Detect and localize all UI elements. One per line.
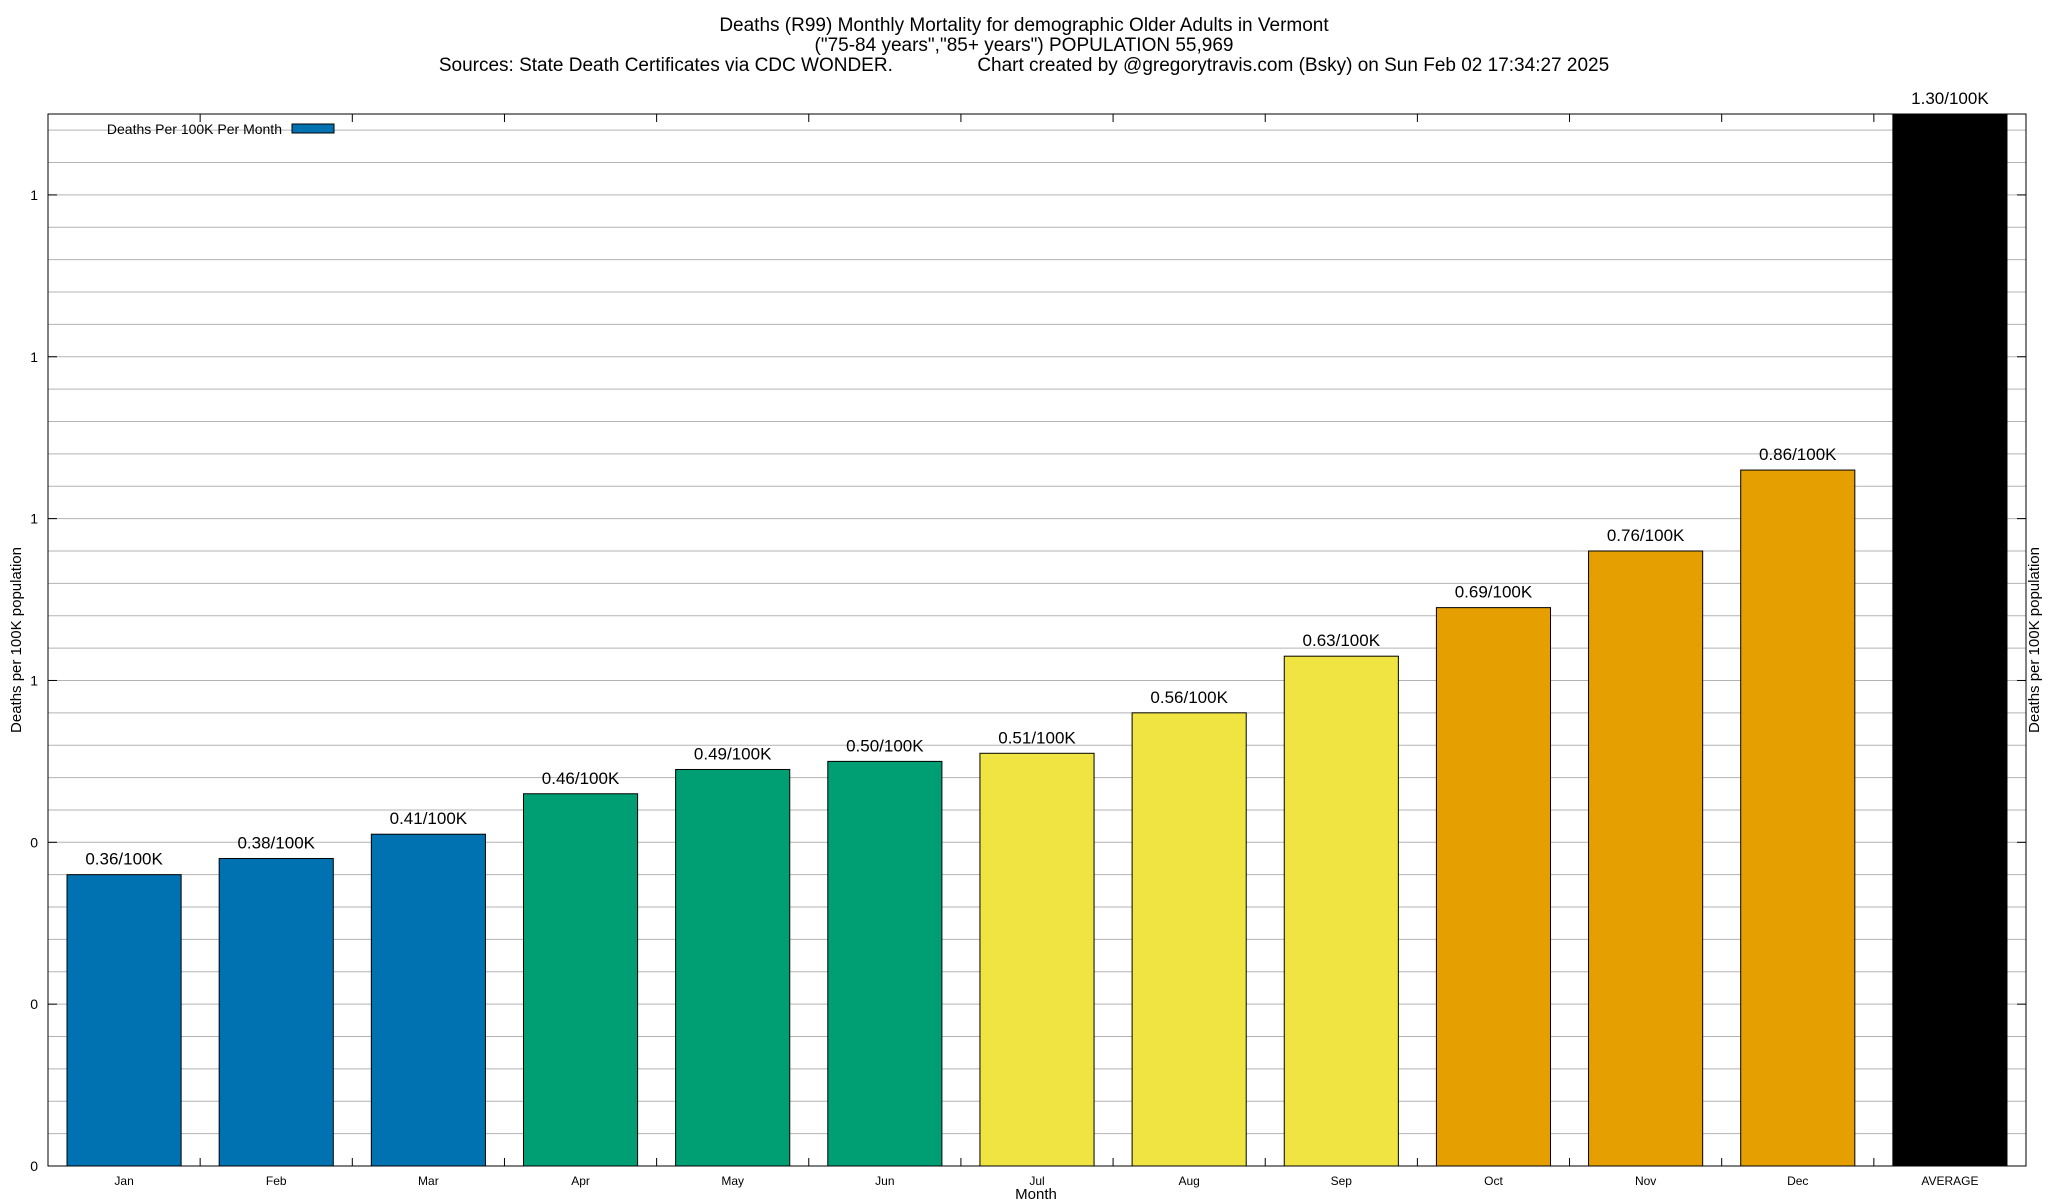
x-tick-label-oct: Oct (1484, 1174, 1503, 1188)
bar-sep (1283, 655, 1399, 1167)
x-tick-label-jul: Jul (1029, 1174, 1044, 1188)
bar-oct (1435, 607, 1552, 1167)
bar-apr (522, 793, 639, 1167)
data-label-apr: 0.46/100K (542, 769, 620, 788)
bar-jul (979, 752, 1095, 1167)
chart-title: Deaths (R99) Monthly Mortality for demog… (439, 15, 1609, 76)
y-tick-label: 1 (30, 349, 38, 365)
data-label-nov: 0.76/100K (1607, 526, 1685, 545)
y-tick-label: 0 (30, 996, 38, 1012)
y2-axis-label: Deaths per 100K population (2026, 547, 2043, 733)
y-tick-label: 0 (30, 834, 38, 850)
x-tick-label-apr: Apr (571, 1174, 590, 1188)
y-axis-label: Deaths per 100K population (8, 547, 25, 733)
x-tick-labels: Jan Feb Mar Apr May Jun Jul Aug Sep Oct Nov Dec AVER… (114, 1174, 1978, 1188)
bar-jun (827, 760, 943, 1167)
bar-jan (66, 874, 182, 1167)
legend: Deaths Per 100K Per Month (107, 121, 335, 137)
x-tick-label-average: AVERAGE (1921, 1174, 1978, 1188)
data-label-sep: 0.63/100K (1303, 631, 1381, 650)
x-tick-label-dec: Dec (1787, 1174, 1808, 1188)
data-label-may: 0.49/100K (694, 744, 772, 763)
bar-mar (370, 833, 486, 1167)
data-label-oct: 0.69/100K (1455, 583, 1533, 602)
x-tick-label-may: May (721, 1174, 744, 1188)
bar-may (675, 768, 791, 1167)
data-label-jun: 0.50/100K (846, 736, 924, 755)
bar-dec (1740, 469, 1856, 1167)
y-ticks: 0 0 0 1 1 1 1 (30, 114, 2026, 1174)
data-labels: 0.36/100K 0.38/100K 0.41/100K 0.46/100K 0.49… (85, 89, 1989, 869)
x-tick-label-nov: Nov (1635, 1174, 1656, 1188)
bar-average (1892, 113, 2008, 1167)
legend-swatch (291, 123, 335, 134)
data-label-aug: 0.56/100K (1150, 688, 1228, 707)
data-label-feb: 0.38/100K (237, 833, 315, 852)
y-tick-label: 1 (30, 187, 38, 203)
title-line-1: Deaths (R99) Monthly Mortality for demog… (719, 15, 1329, 36)
data-label-jan: 0.36/100K (85, 850, 163, 869)
x-tick-label-mar: Mar (418, 1174, 439, 1188)
x-tick-label-aug: Aug (1178, 1174, 1199, 1188)
x-axis-label: Month (1015, 1186, 1057, 1200)
data-label-mar: 0.41/100K (390, 809, 468, 828)
bar-aug (1131, 712, 1247, 1167)
legend-label: Deaths Per 100K Per Month (107, 121, 282, 137)
bars (66, 113, 2008, 1167)
y-tick-label: 0 (30, 1158, 38, 1174)
data-label-average: 1.30/100K (1911, 89, 1989, 108)
x-tick-label-feb: Feb (266, 1174, 287, 1188)
y-tick-label: 1 (30, 672, 38, 688)
y-tick-label: 1 (30, 511, 38, 527)
data-label-jul: 0.51/100K (998, 728, 1076, 747)
x-tick-label-jun: Jun (875, 1174, 894, 1188)
bar-nov (1588, 550, 1704, 1167)
plot-frame (47, 113, 2027, 1167)
x-tick-label-jan: Jan (114, 1174, 133, 1188)
title-line-3: Sources: State Death Certificates via CD… (439, 55, 1609, 76)
data-label-dec: 0.86/100K (1759, 445, 1837, 464)
bar-feb (218, 857, 334, 1167)
title-line-2: ("75-84 years","85+ years") POPULATION 5… (815, 35, 1234, 56)
x-tick-label-sep: Sep (1331, 1174, 1353, 1188)
